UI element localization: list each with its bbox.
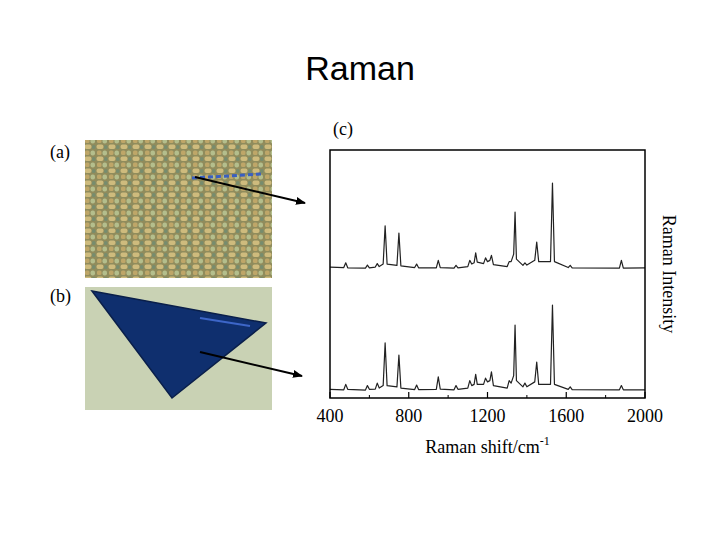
spectrum	[330, 305, 645, 390]
dye-streak	[192, 174, 262, 178]
panel-label: (a)	[50, 142, 70, 163]
crystal-highlight	[200, 318, 250, 326]
y-axis-title: Raman Intensity	[659, 215, 679, 333]
x-minor-tick	[369, 395, 370, 398]
spectrum	[330, 183, 645, 268]
x-tick-label: 800	[395, 406, 422, 426]
x-tick	[329, 392, 330, 398]
photo-tint	[85, 140, 272, 278]
x-tick	[487, 392, 488, 398]
slide-title: Raman	[305, 49, 415, 87]
plot-area	[330, 183, 645, 390]
crystal	[92, 291, 266, 398]
x-tick	[566, 392, 567, 398]
crystal-photo	[85, 287, 272, 410]
panel-label: (c)	[333, 119, 353, 140]
plot-frame	[330, 150, 645, 398]
x-tick-label: 1200	[470, 406, 506, 426]
panel-label: (b)	[50, 286, 71, 307]
x-tick	[644, 392, 645, 398]
arrow	[200, 352, 302, 376]
x-minor-tick	[448, 395, 449, 398]
fabric-photo	[85, 140, 272, 278]
x-tick-label: 1600	[548, 406, 584, 426]
slide: Raman (a) (b) (c) 400 800 1200 1600 2000 Raman sh…	[0, 0, 720, 540]
x-minor-tick	[605, 395, 606, 398]
x-tick-label: 400	[317, 406, 344, 426]
x-tick	[408, 392, 409, 398]
x-minor-tick	[526, 395, 527, 398]
x-tick-label: 2000	[627, 406, 663, 426]
x-axis-title: Raman shift/cm-1	[425, 434, 549, 457]
arrow	[195, 177, 305, 203]
